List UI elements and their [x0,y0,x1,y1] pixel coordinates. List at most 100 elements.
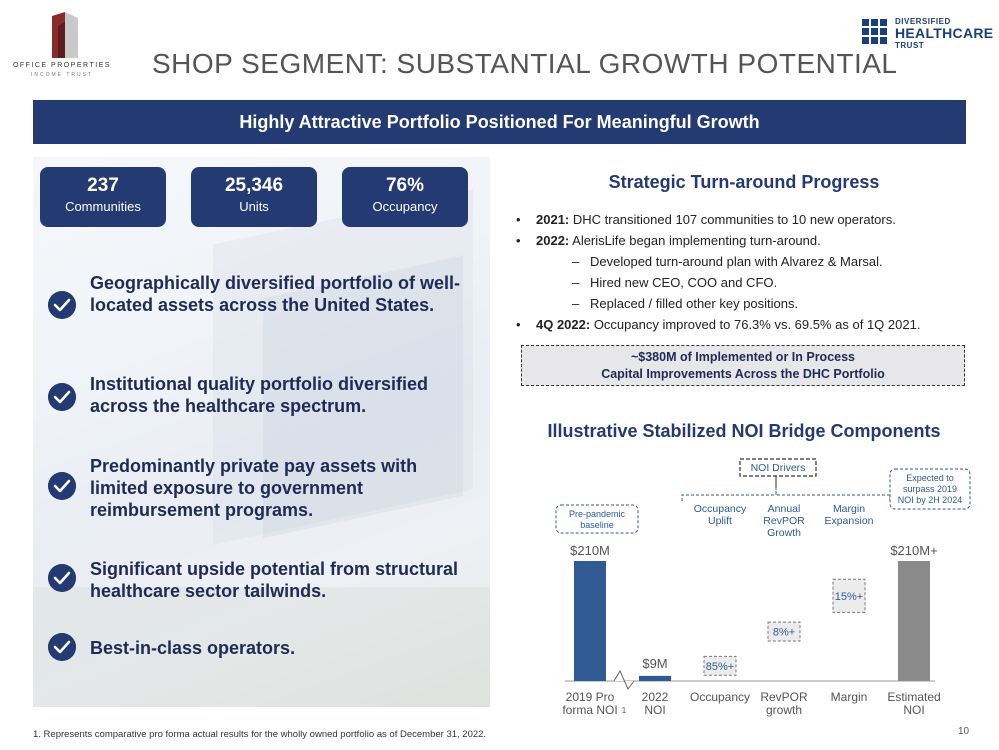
list-item: • 4Q 2022: Occupancy improved to 76.3% vs… [512,314,982,335]
data-label: $9M [642,656,667,671]
turnaround-heading: Strategic Turn-around Progress [608,172,880,192]
dash-icon: – [572,254,580,269]
bar-driver-0 [703,655,737,676]
bar-0 [574,561,606,681]
driver-header: Annual [768,503,801,515]
tick-label: NOI [644,703,665,717]
dash-icon: – [572,296,580,311]
bar-driver-1 [767,621,801,642]
drivers-label: NOI Drivers [751,462,806,474]
tick-label: NOI [903,703,924,717]
driver-header: Occupancy [694,503,747,515]
stat-label: Units [239,199,269,214]
bullet-dot-icon: • [516,317,521,332]
checkmark-icon [48,564,76,592]
baseline-callout-text: Pre-pandemic [569,509,626,519]
data-label: $210M [570,543,610,558]
page-number: 10 [958,726,970,737]
page-title: SHOP SEGMENT: SUBSTANTIAL GROWTH POTENTI… [152,48,898,79]
dhc-logo-line1: DIVERSIFIED [895,17,951,26]
stat-label: Occupancy [372,199,438,214]
item-year: 2022: [536,233,570,248]
target-callout-text: surpass 2019 [903,484,957,494]
driver-header: Growth [767,527,801,539]
tick-label: growth [766,703,802,717]
turnaround-list: • 2021: DHC transitioned 107 communities … [512,209,982,335]
opi-logo-name: OFFICE PROPERTIES [12,62,112,69]
section-banner: Highly Attractive Portfolio Positioned F… [33,100,966,144]
item-year: 4Q 2022: [536,317,591,332]
highlight-text: Institutional quality portfolio diversif… [90,374,429,416]
item-text: Occupancy improved to 76.3% vs. 69.5% as… [590,317,921,332]
highlight-text: Geographically diversified portfolio of … [90,273,461,315]
highlight-text: Predominantly private pay assets with li… [90,456,418,520]
axis-break-icon [613,669,635,690]
list-item: • 2022: AlerisLife began implementing tur… [512,230,982,251]
stat-value: 76% [385,175,425,196]
bullet-dot-icon: • [516,212,521,227]
capex-line2: Capital Improvements Across the DHC Port… [601,367,885,381]
building-photo-panel [33,157,490,707]
list-subitem: – Developed turn-around plan with Alvarez… [512,251,982,272]
subitem-text: Hired new CEO, COO and CFO. [590,275,778,290]
target-callout-text: NOI by 2H 2024 [898,495,963,505]
driver-header: Uplift [708,515,732,527]
tick-label: Occupancy [690,690,750,704]
footnote-marker: 1 [622,706,627,715]
driver-header: RevPOR [763,515,805,527]
bullet-dot-icon: • [516,233,521,248]
footnote: 1. Represents comparative pro forma actu… [33,729,487,740]
dhc-logo-line2: HEALTHCARE [895,25,994,41]
item-text: AlerisLife began implementing turn-aroun… [569,233,821,248]
driver-header: Expansion [824,515,873,527]
bar-estimated-noi [898,561,930,681]
dash-icon: – [572,275,580,290]
tick-label: forma NOI [562,703,617,717]
list-subitem: – Replaced / filled other key positions. [512,293,982,314]
stat-units: 25,346 Units [191,167,317,227]
data-label: $210M+ [890,543,937,558]
baseline-callout-box [555,504,639,534]
bar-1 [639,675,671,681]
checkmark-icon [48,383,76,411]
stat-label: Communities [65,199,141,214]
capex-line1: ~$380M of Implemented or In Process [630,350,856,364]
checkmark-icon [48,291,76,319]
bar-driver-2 [832,578,866,613]
drivers-bracket [681,488,891,501]
baseline-callout-text: baseline [580,520,614,530]
tick-label: 2022 [642,690,669,704]
item-year: 2021: [536,212,570,227]
list-item: • 2021: DHC transitioned 107 communities … [512,209,982,230]
target-callout-box [889,468,971,510]
data-label: 15%+ [835,591,863,603]
dhc-logo-line3: TRUST [895,41,925,50]
capex-callout: ~$380M of Implemented or In Process Capi… [521,345,965,386]
stat-value: 237 [87,175,119,196]
list-subitem: – Hired new CEO, COO and CFO. [512,272,982,293]
item-text: DHC transitioned 107 communities to 10 n… [569,212,896,227]
opi-logo-mark-icon [52,12,78,58]
opi-logo: OFFICE PROPERTIES INCOME TRUST [12,10,112,80]
tick-label: RevPOR [760,690,808,704]
subitem-text: Replaced / filled other key positions. [590,296,799,311]
stat-value: 25,346 [224,175,284,196]
dhc-logo: DIVERSIFIED HEALTHCARE TRUST [862,17,994,57]
dhc-logo-grid-icon [862,19,888,47]
subitem-text: Developed turn-around plan with Alvarez … [590,254,883,269]
stat-occupancy: 76% Occupancy [342,167,468,227]
chart-title: Illustrative Stabilized NOI Bridge Compo… [547,421,941,441]
data-label: 8%+ [773,627,795,639]
highlight-text: Significant upside potential from struct… [90,559,459,601]
tick-label: Margin [831,690,868,704]
opi-logo-sub: INCOME TRUST [31,72,93,78]
stat-communities: 237 Communities [40,167,166,227]
tick-label: Estimated [887,690,940,704]
checkmark-icon [48,633,76,661]
data-label: 85%+ [706,661,734,673]
checkmark-icon [48,472,76,500]
tick-label: 2019 Pro [566,690,615,704]
driver-header: Margin [833,503,865,515]
highlight-text: Best-in-class operators. [90,638,296,658]
